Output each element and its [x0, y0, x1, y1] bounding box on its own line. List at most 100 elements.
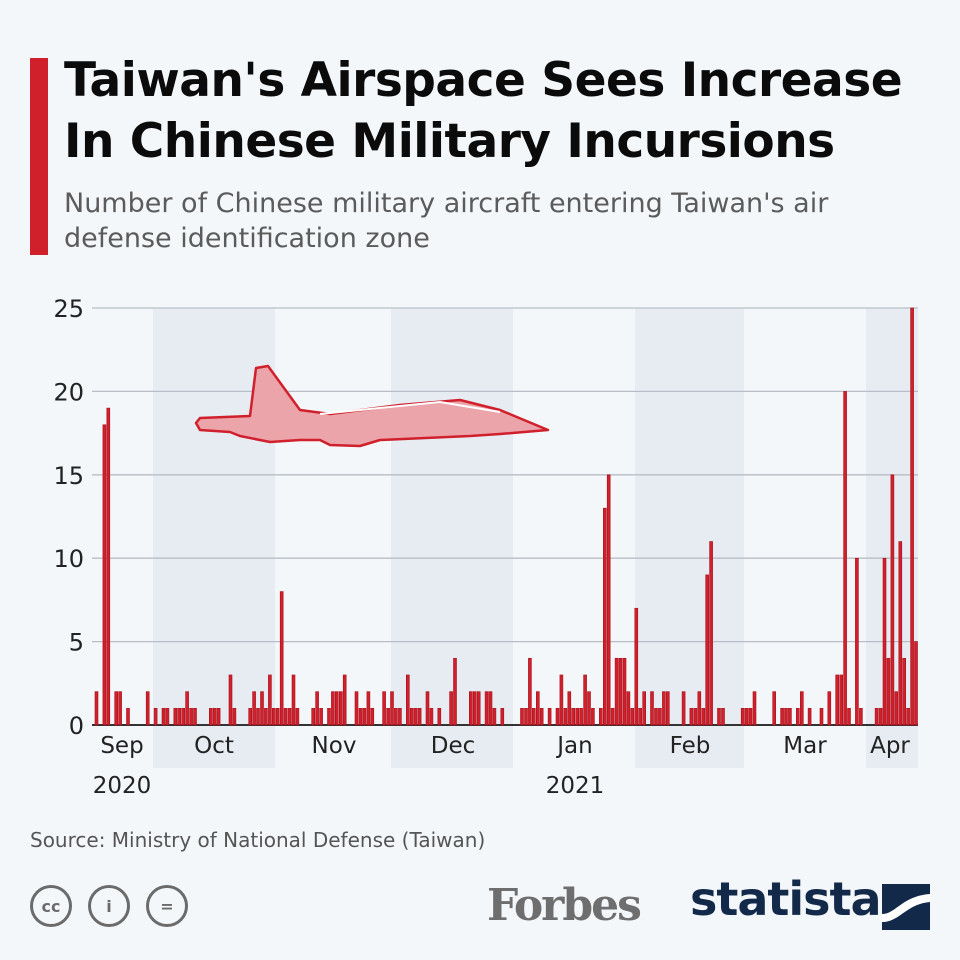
bar	[622, 657, 627, 726]
bar	[114, 691, 118, 726]
bar	[799, 691, 804, 726]
bar	[740, 708, 745, 726]
bar	[819, 708, 824, 726]
bar	[193, 708, 197, 726]
creative-commons-icon[interactable]: cc	[30, 885, 72, 927]
bar	[780, 708, 784, 726]
y-tick-label: 15	[53, 462, 84, 490]
bar	[287, 708, 292, 726]
x-month-label: Dec	[431, 733, 476, 759]
bar	[547, 708, 552, 726]
y-tick-label: 25	[53, 295, 84, 323]
bar	[847, 708, 851, 726]
bar	[520, 708, 524, 726]
bar	[575, 708, 580, 726]
bar	[488, 691, 493, 726]
bar	[370, 708, 375, 726]
x-month-label: Feb	[670, 733, 711, 759]
bar	[528, 657, 532, 726]
bar	[914, 641, 918, 726]
bar	[906, 708, 910, 726]
bar	[665, 691, 670, 726]
accent-bar	[30, 58, 48, 255]
bar	[874, 708, 879, 726]
attribution-icon[interactable]: i	[88, 885, 130, 927]
bar	[662, 691, 666, 726]
bar	[189, 708, 193, 726]
bar	[709, 541, 713, 726]
bar	[425, 691, 430, 726]
bar	[555, 708, 560, 726]
bar	[878, 708, 883, 726]
y-tick-label: 0	[69, 712, 84, 740]
bar	[531, 708, 536, 726]
bar	[563, 708, 568, 726]
bar	[358, 708, 363, 726]
bar	[212, 708, 217, 726]
chart-subtitle: Number of Chinese military aircraft ente…	[64, 188, 829, 254]
bar	[405, 674, 410, 726]
y-tick-label: 5	[69, 629, 84, 657]
statista-logo-icon	[882, 884, 930, 930]
bar	[311, 708, 316, 726]
bar	[654, 708, 658, 726]
bar	[331, 691, 335, 726]
bar	[591, 708, 595, 726]
bar	[216, 708, 221, 726]
bar	[295, 708, 300, 726]
bar	[327, 708, 331, 726]
bar	[177, 708, 181, 726]
bar	[153, 708, 158, 726]
x-month-label: Sep	[100, 733, 143, 759]
bar	[855, 557, 859, 726]
bar	[618, 657, 623, 726]
bar	[126, 708, 130, 726]
bar	[472, 691, 477, 726]
month-band	[635, 308, 744, 768]
bar	[650, 691, 654, 726]
bar	[173, 708, 178, 726]
bar	[902, 657, 907, 726]
bar	[366, 691, 371, 726]
bar	[610, 708, 615, 726]
bar	[283, 708, 288, 726]
bar	[264, 708, 268, 726]
bar	[118, 691, 122, 726]
bar	[161, 708, 166, 726]
bar	[484, 691, 489, 726]
bar	[571, 708, 576, 726]
bar	[449, 691, 453, 726]
bar	[772, 691, 777, 726]
bar	[784, 708, 788, 726]
source-note: Source: Ministry of National Defense (Ta…	[30, 828, 486, 852]
bar	[252, 691, 256, 726]
fighter-jet-illustration	[194, 364, 550, 448]
bar	[839, 674, 844, 726]
bar	[587, 691, 591, 726]
bar	[717, 708, 721, 726]
bar	[886, 657, 891, 726]
bar	[788, 708, 792, 726]
bar	[500, 708, 505, 726]
bar	[275, 708, 280, 726]
bar	[894, 691, 899, 726]
bar	[638, 708, 643, 726]
bar	[342, 674, 347, 726]
bar	[882, 557, 887, 726]
bar	[614, 657, 619, 726]
bar	[94, 691, 99, 726]
bar	[268, 674, 272, 726]
bar	[579, 708, 583, 726]
bar	[752, 691, 757, 726]
bar	[524, 708, 528, 726]
bar	[748, 708, 753, 726]
bar	[106, 407, 111, 726]
bar	[539, 708, 544, 726]
forbes-logo[interactable]: Forbes	[487, 880, 642, 931]
statista-logo[interactable]: statista	[690, 872, 882, 926]
bar	[689, 708, 694, 726]
bar	[386, 708, 390, 726]
y-tick-label: 20	[53, 378, 84, 406]
no-derivatives-icon[interactable]: =	[146, 885, 188, 927]
bar	[394, 708, 398, 726]
